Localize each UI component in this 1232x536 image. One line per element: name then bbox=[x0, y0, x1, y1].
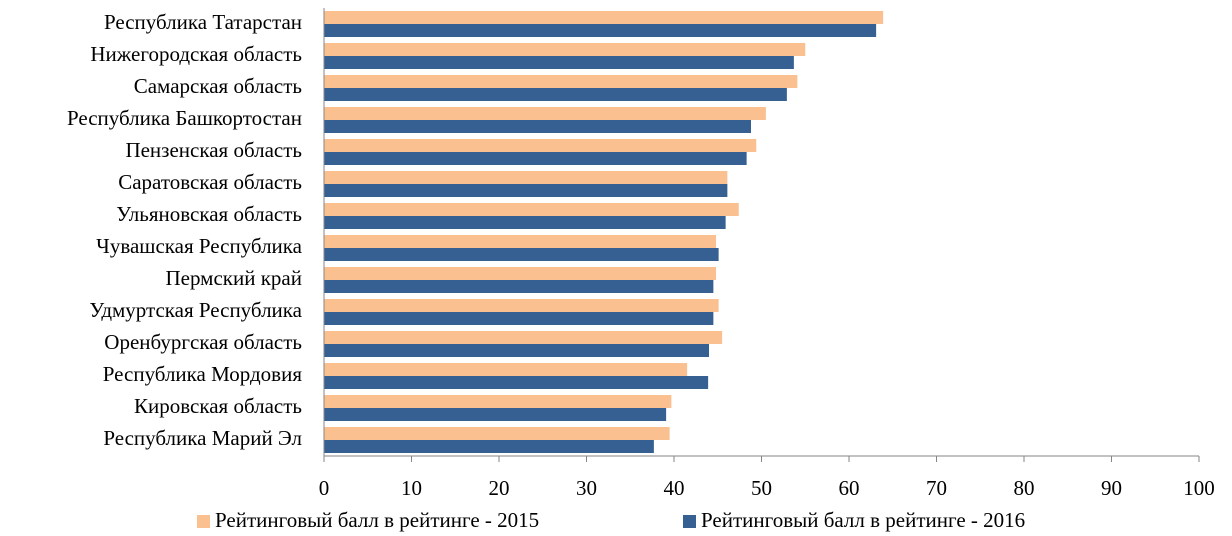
bar bbox=[324, 363, 688, 376]
bar bbox=[324, 395, 672, 408]
legend-label: Рейтинговый балл в рейтинге - 2016 bbox=[701, 508, 1025, 532]
legend-label: Рейтинговый балл в рейтинге - 2015 bbox=[215, 508, 539, 532]
bar bbox=[324, 171, 728, 184]
y-tick-label: Самарская область bbox=[134, 74, 302, 98]
bar bbox=[324, 216, 726, 229]
x-tick-label: 80 bbox=[1014, 476, 1035, 500]
y-tick-label: Республика Мордовия bbox=[103, 362, 303, 386]
bar bbox=[324, 203, 739, 216]
y-tick-label: Республика Башкортостан bbox=[67, 106, 302, 130]
y-tick-label: Саратовская область bbox=[118, 170, 302, 194]
bar bbox=[324, 331, 723, 344]
bar bbox=[324, 24, 877, 37]
x-tick-label: 20 bbox=[489, 476, 510, 500]
x-tick-label: 100 bbox=[1183, 476, 1215, 500]
bar bbox=[324, 11, 884, 24]
bar bbox=[324, 280, 714, 293]
bar bbox=[324, 152, 747, 165]
y-tick-label: Чувашская Республика bbox=[96, 234, 303, 258]
y-tick-label: Пермский край bbox=[166, 266, 302, 290]
x-tick-label: 70 bbox=[926, 476, 947, 500]
bar bbox=[324, 120, 751, 133]
bar bbox=[324, 299, 719, 312]
bar bbox=[324, 376, 709, 389]
y-tick-label: Пензенская область bbox=[125, 138, 302, 162]
bar bbox=[324, 139, 757, 152]
bar bbox=[324, 408, 667, 421]
x-tick-label: 90 bbox=[1101, 476, 1122, 500]
bar bbox=[324, 88, 787, 101]
bar bbox=[324, 43, 806, 56]
bar bbox=[324, 184, 728, 197]
y-tick-label: Республика Марий Эл bbox=[103, 426, 302, 450]
y-tick-label: Кировская область bbox=[134, 394, 302, 418]
bar bbox=[324, 312, 714, 325]
bar bbox=[324, 107, 766, 120]
y-tick-label: Удмуртская Республика bbox=[89, 298, 302, 322]
x-tick-label: 10 bbox=[401, 476, 422, 500]
bar bbox=[324, 56, 794, 69]
y-tick-label: Нижегородская область bbox=[90, 42, 302, 66]
bar bbox=[324, 427, 670, 440]
bar bbox=[324, 267, 716, 280]
bar bbox=[324, 248, 719, 261]
legend-swatch bbox=[683, 515, 696, 528]
bar bbox=[324, 344, 709, 357]
bar bbox=[324, 75, 798, 88]
bar bbox=[324, 235, 716, 248]
y-tick-label: Оренбургская область bbox=[104, 330, 302, 354]
y-tick-label: Республика Татарстан bbox=[104, 10, 302, 34]
x-tick-label: 40 bbox=[664, 476, 685, 500]
bar bbox=[324, 440, 654, 453]
x-tick-label: 0 bbox=[319, 476, 330, 500]
legend-swatch bbox=[197, 515, 210, 528]
x-tick-label: 50 bbox=[751, 476, 772, 500]
x-tick-label: 30 bbox=[576, 476, 597, 500]
x-tick-label: 60 bbox=[839, 476, 860, 500]
y-tick-label: Ульяновская область bbox=[116, 202, 302, 226]
